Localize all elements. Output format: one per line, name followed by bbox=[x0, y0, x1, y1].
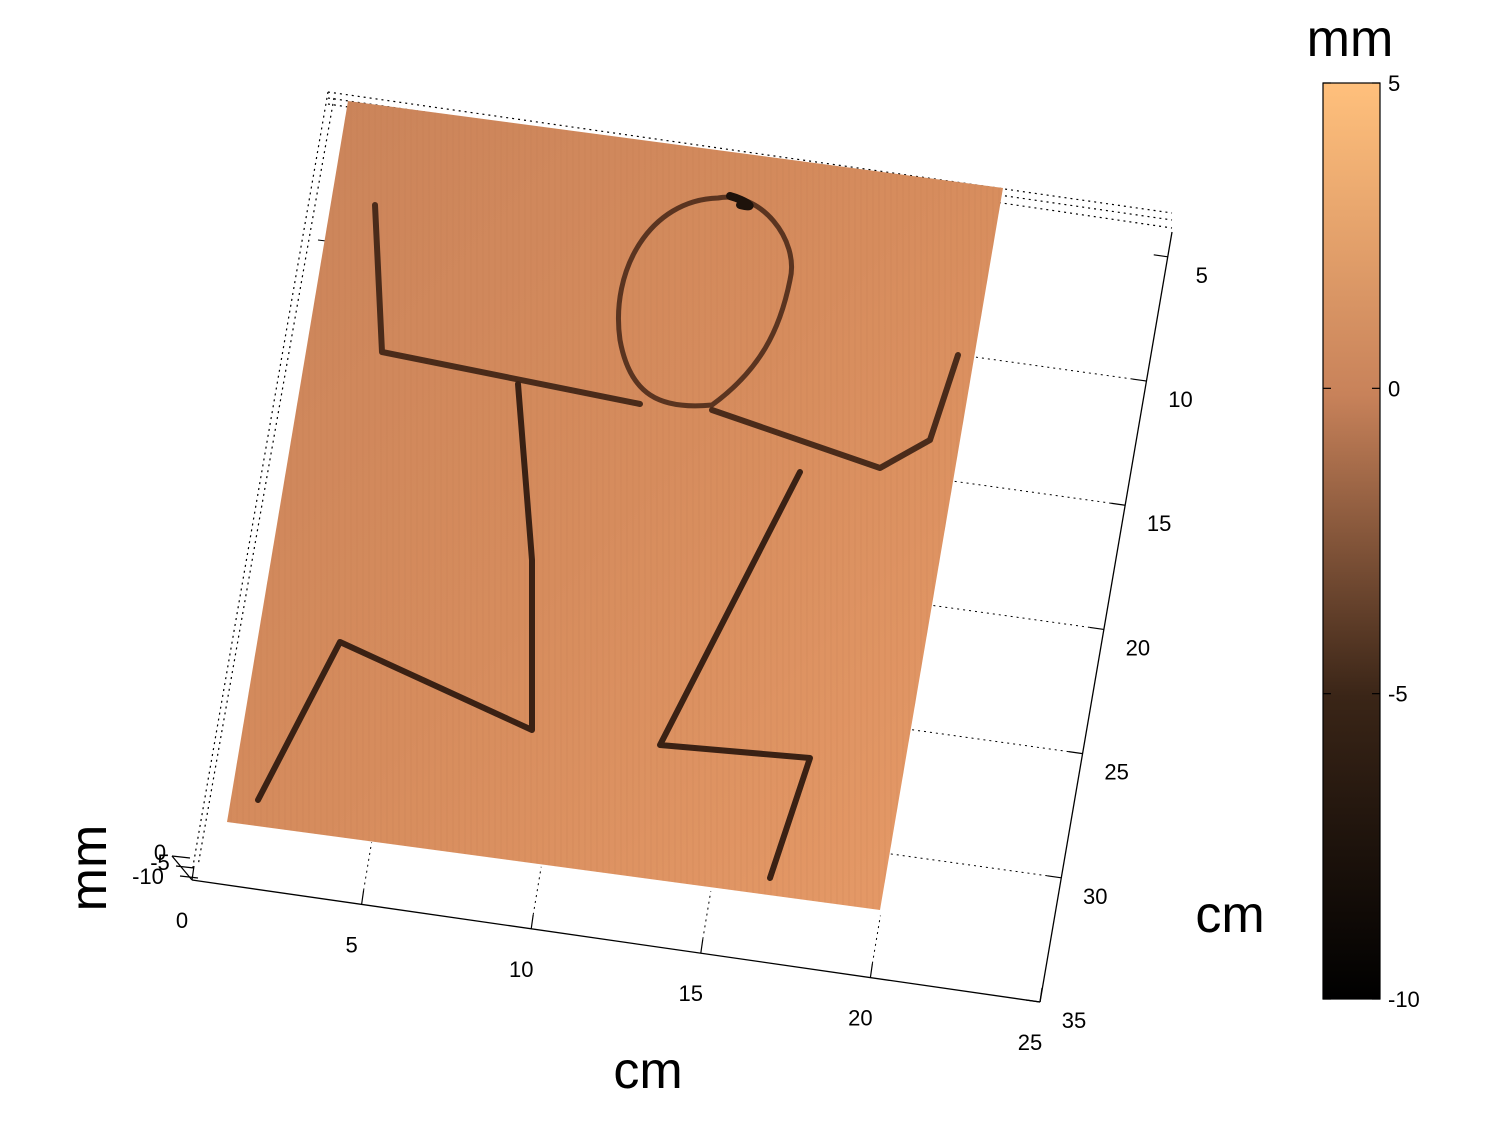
x-axis-label: cm bbox=[613, 1042, 682, 1100]
surface-texture bbox=[227, 101, 1003, 910]
y-tick-label: 30 bbox=[1083, 884, 1107, 909]
z-tick-label: 0 bbox=[154, 840, 166, 865]
colorbar-ticks: 5 0 -5 -10 bbox=[1323, 71, 1420, 1012]
y-tick-mark bbox=[1047, 875, 1062, 879]
colorbar-bar bbox=[1322, 82, 1381, 1000]
y-gridline bbox=[903, 600, 1090, 628]
y-tick-mark bbox=[1111, 502, 1126, 506]
colorbar-tick-label: 0 bbox=[1388, 376, 1400, 401]
z-tick-mark bbox=[175, 865, 195, 869]
colorbar-tick-label: -5 bbox=[1388, 682, 1408, 707]
frame-top-back bbox=[327, 91, 1173, 214]
x-tick-label: 25 bbox=[1018, 1030, 1042, 1055]
y-tick-mark bbox=[1068, 751, 1083, 755]
x-ticks: 0 5 10 15 20 25 bbox=[176, 865, 1043, 1055]
groove-body-right bbox=[657, 469, 813, 881]
x-gridline bbox=[363, 842, 373, 891]
groove-figure bbox=[255, 192, 961, 881]
y-tick-mark bbox=[1153, 254, 1168, 258]
y-axis-label: cm bbox=[1195, 886, 1264, 944]
z-axis-line bbox=[171, 855, 193, 881]
colorbar: mm 5 0 -5 -10 bbox=[1307, 10, 1420, 1012]
x-gridline bbox=[532, 866, 542, 915]
x-gridline bbox=[702, 891, 712, 940]
x-tick-mark bbox=[700, 939, 704, 954]
front-axes bbox=[171, 231, 1173, 1003]
z-tick-mark bbox=[171, 855, 191, 859]
y-tick-label: 20 bbox=[1126, 635, 1150, 660]
y-tick-label: 35 bbox=[1062, 1008, 1086, 1033]
y-gridline bbox=[882, 725, 1069, 753]
x-axis-line bbox=[191, 879, 1041, 1003]
x-tick-mark bbox=[530, 914, 534, 929]
y-tick-mark bbox=[1025, 999, 1041, 1003]
z-tick-mark bbox=[179, 875, 199, 879]
x-gridline bbox=[871, 915, 881, 964]
colorbar-tick-label: -10 bbox=[1388, 987, 1420, 1012]
colorbar-tick-label: 5 bbox=[1388, 71, 1400, 96]
groove-body-left bbox=[255, 381, 535, 803]
x-tick-label: 20 bbox=[848, 1006, 872, 1031]
z-tick-label: -5 bbox=[150, 850, 170, 875]
x-tick-label: 5 bbox=[345, 932, 357, 957]
z-ticks: 0-5-10 bbox=[132, 840, 199, 889]
groove-head bbox=[616, 194, 794, 409]
colorbar-label: mm bbox=[1307, 10, 1394, 68]
y-tick-label: 5 bbox=[1196, 263, 1208, 288]
y-tick-mark bbox=[1132, 378, 1147, 382]
y-tick-label: 10 bbox=[1168, 387, 1192, 412]
frame-left-back-2 bbox=[197, 97, 335, 867]
groove-head-shadow bbox=[726, 192, 754, 211]
y-ticks: 5 10 15 20 25 30 35 bbox=[1025, 254, 1208, 1033]
y-gridline bbox=[925, 476, 1112, 504]
y-tick-label: 15 bbox=[1147, 511, 1171, 536]
y-gridline bbox=[861, 849, 1048, 877]
x-tick-label: 15 bbox=[679, 981, 703, 1006]
x-tick-label: 10 bbox=[509, 957, 533, 982]
y-tick-mark bbox=[1089, 626, 1104, 631]
y-axis-line bbox=[1039, 231, 1173, 1003]
x-tick-mark bbox=[361, 890, 365, 905]
z-tick-label: -10 bbox=[132, 864, 164, 889]
x-tick-mark bbox=[1039, 987, 1043, 1003]
y-tick-label: 25 bbox=[1104, 760, 1128, 785]
surface bbox=[227, 101, 1003, 910]
groove-right-arm bbox=[709, 352, 961, 471]
z-axis-label: mm bbox=[60, 825, 118, 912]
y-gridline bbox=[946, 352, 1133, 380]
x-tick-label: 0 bbox=[176, 908, 188, 933]
x-tick-mark bbox=[869, 963, 873, 978]
groove-left-arm bbox=[372, 202, 643, 407]
